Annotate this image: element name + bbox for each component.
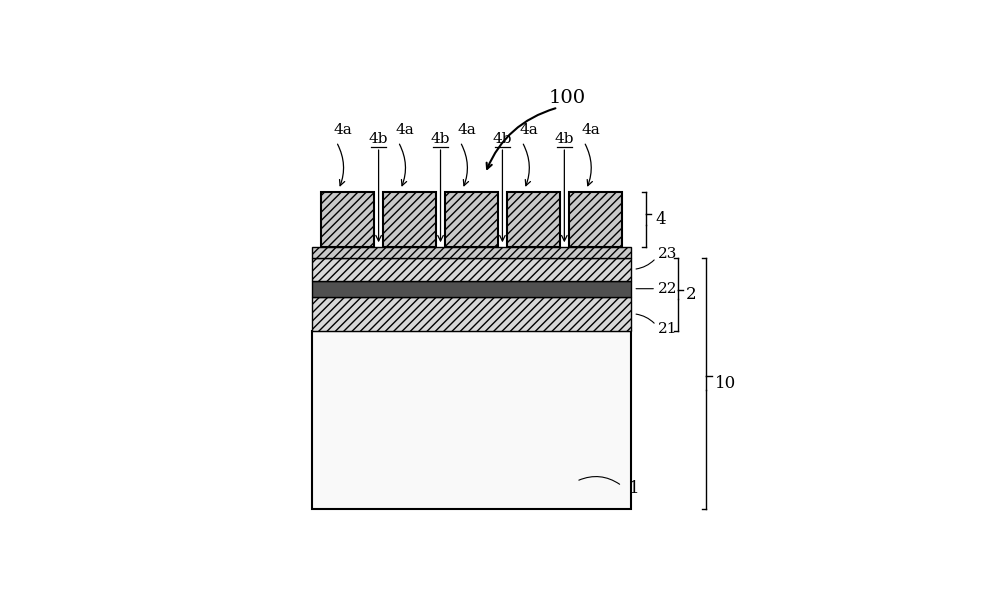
Bar [507, 192, 560, 246]
Bar [312, 297, 631, 331]
Bar [312, 331, 631, 509]
Text: 23: 23 [658, 247, 678, 261]
Bar [569, 192, 622, 246]
Text: 4a: 4a [396, 123, 414, 137]
Text: 1: 1 [629, 480, 639, 497]
Text: 21: 21 [658, 322, 678, 336]
Text: 100: 100 [549, 89, 586, 107]
Text: 10: 10 [715, 375, 737, 392]
Bar [321, 192, 374, 246]
Bar [312, 246, 631, 258]
Text: 22: 22 [658, 282, 678, 295]
Bar [445, 192, 498, 246]
Text: 4b: 4b [369, 132, 388, 146]
Text: 2: 2 [686, 286, 696, 303]
Text: 4b: 4b [555, 132, 574, 146]
Bar [312, 258, 631, 281]
Text: 4: 4 [655, 211, 666, 228]
Text: 4b: 4b [431, 132, 450, 146]
Text: 4a: 4a [519, 123, 538, 137]
Bar [312, 281, 631, 297]
Text: 4b: 4b [493, 132, 512, 146]
Bar [383, 192, 436, 246]
Text: 4a: 4a [581, 123, 600, 137]
Text: 4a: 4a [334, 123, 352, 137]
Text: 4a: 4a [458, 123, 476, 137]
